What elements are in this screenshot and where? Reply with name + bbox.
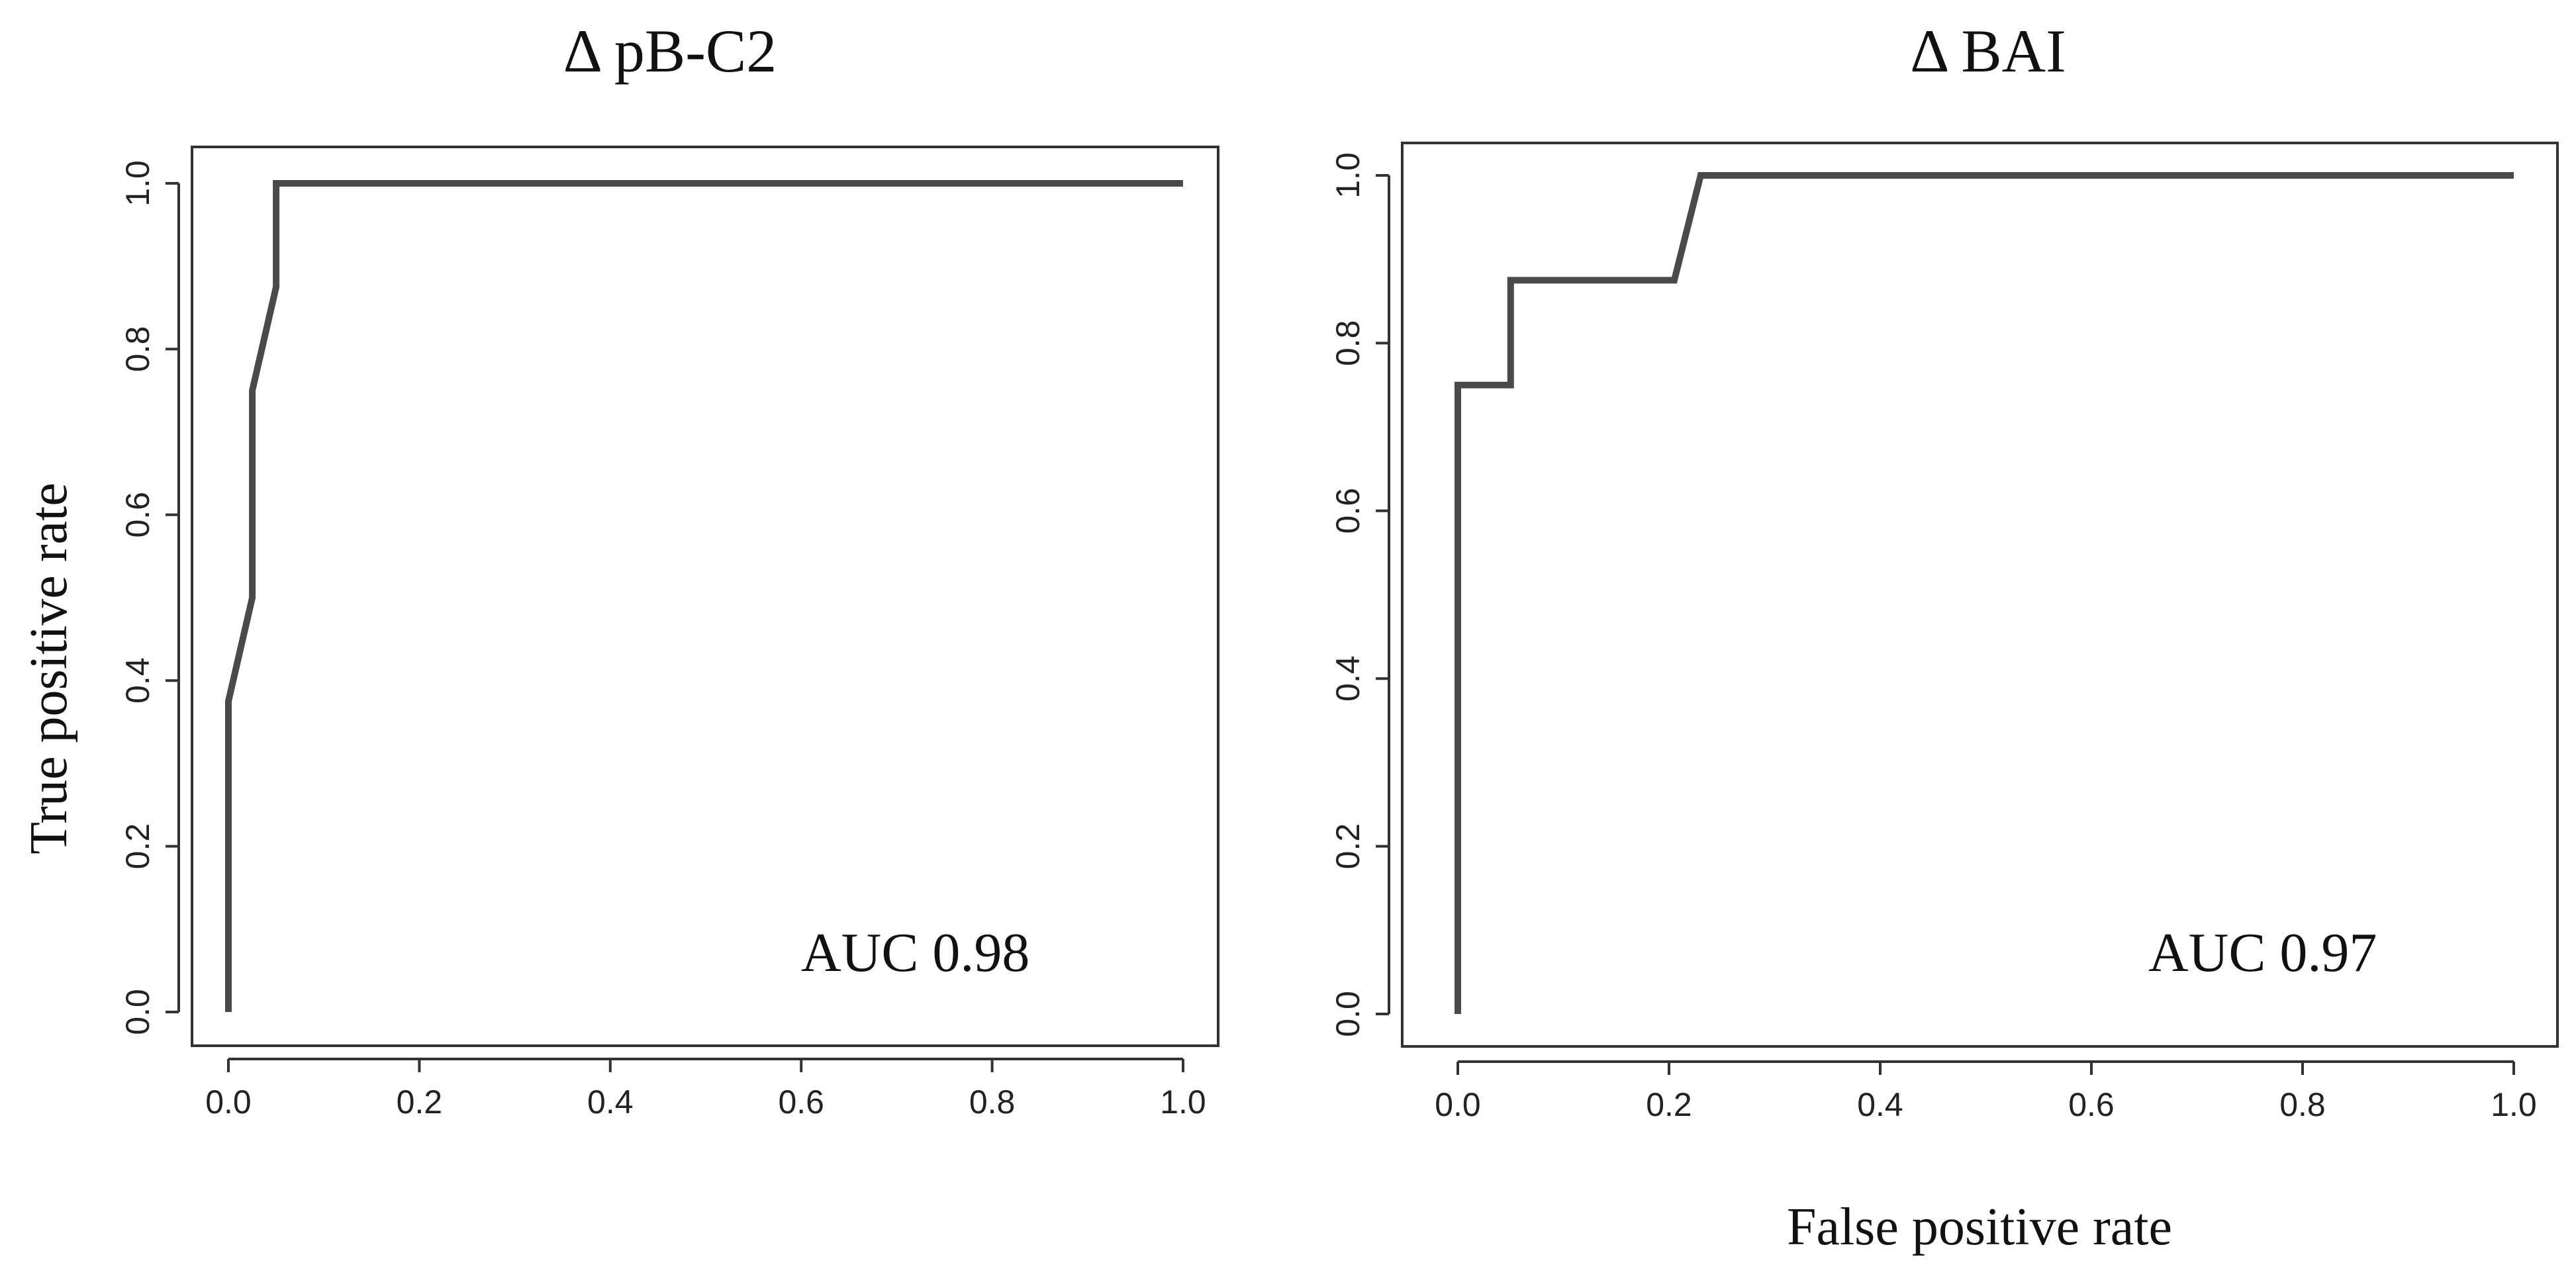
x-tick-label-left: 0.4 <box>587 1083 634 1121</box>
x-tick-label-left: 0.0 <box>205 1083 252 1121</box>
roc-curve-right <box>1455 172 2514 1014</box>
x-tick-label-left: 0.8 <box>969 1083 1016 1121</box>
y-tick-label-right: 0.2 <box>1329 823 1366 870</box>
x-axis-label-right: False positive rate <box>1787 1198 2172 1256</box>
chart-panel-left: Δ pB-C2 0.0 0.2 0.4 0.6 0.8 1.0 0.00.20.40.60… <box>20 17 1219 1121</box>
y-axis-right: 0.0 0.2 0.4 0.6 0.8 1.0 <box>1329 152 1390 1037</box>
x-axis-left: 0.0 0.2 0.4 0.6 0.8 1.0 <box>205 1058 1206 1121</box>
plot-frame-left <box>191 146 1219 1047</box>
x-tick-label-right: 0.6 <box>2068 1086 2115 1123</box>
x-tick-label-right: 1.0 <box>2491 1086 2537 1123</box>
y-tick-label-left: 0.2 <box>119 823 156 870</box>
x-tick-label-left: 1.0 <box>1160 1083 1206 1121</box>
chart-title-right: Δ BAI <box>1910 17 2066 85</box>
x-tick-label-right: 0.4 <box>1857 1086 1903 1123</box>
x-ticks-left: 0.0 0.2 0.4 0.6 0.8 1.0 <box>205 1059 1206 1121</box>
y-axis-left: 0.0 0.2 0.4 0.6 0.8 1.0 <box>119 160 180 1035</box>
x-tick-label-right: 0.0 <box>1435 1086 1481 1123</box>
x-tick-label-left: 0.6 <box>778 1083 824 1121</box>
y-tick-label-left: 0.4 <box>119 657 156 704</box>
y-tick-label-right: 0.6 <box>1329 488 1366 534</box>
x-axis-right: 0.0 0.2 0.4 0.6 0.8 1.0 <box>1435 1060 2537 1123</box>
y-tick-label-right: 0.8 <box>1329 320 1366 367</box>
y-tick-label-right: 1.0 <box>1329 152 1366 199</box>
chart-title-left: Δ pB-C2 <box>563 17 777 85</box>
x-tick-label-left: 0.2 <box>397 1083 443 1121</box>
y-tick-label-right: 0.4 <box>1329 655 1366 702</box>
y-ticks-right: 0.0 0.2 0.4 0.6 0.8 1.0 <box>1329 152 1389 1037</box>
y-tick-label-right: 0.0 <box>1329 991 1366 1037</box>
y-tick-label-left: 1.0 <box>119 160 156 207</box>
y-ticks-left: 0.0 0.2 0.4 0.6 0.8 1.0 <box>119 160 179 1035</box>
y-axis-label-left: True positive rate <box>20 483 78 854</box>
plot-frame-right <box>1401 142 2559 1048</box>
x-tick-label-right: 0.8 <box>2279 1086 2326 1123</box>
roc-curve-left <box>225 180 1183 1012</box>
x-ticks-right: 0.0 0.2 0.4 0.6 0.8 1.0 <box>1435 1062 2537 1123</box>
chart-panel-right: Δ BAI 0.0 0.2 0.4 0.6 0.8 1.0 0.0 0.2 0.4 0.6 0.8… <box>1329 17 2559 1256</box>
y-tick-label-left: 0.6 <box>119 492 156 538</box>
y-tick-label-left: 0.8 <box>119 326 156 373</box>
x-tick-label-right: 0.2 <box>1646 1086 1692 1123</box>
auc-annotation-left: AUC 0.98 <box>801 922 1029 984</box>
auc-annotation-right: AUC 0.97 <box>2148 922 2377 984</box>
y-tick-label-left: 0.0 <box>119 989 156 1035</box>
